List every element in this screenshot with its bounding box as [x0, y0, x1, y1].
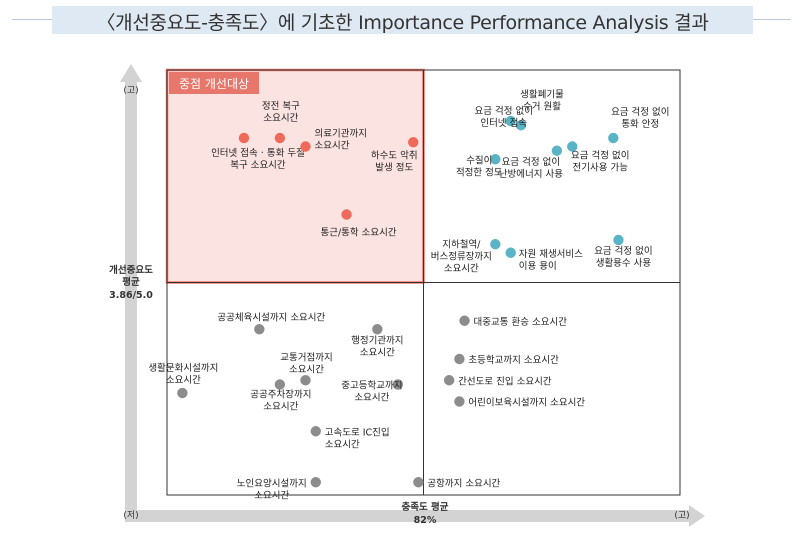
point-label-14: 요금 걱정 없이 생활용수 사용 — [594, 245, 652, 269]
data-point-21 — [310, 426, 321, 437]
data-point-11 — [490, 154, 501, 165]
point-label-4: 하수도 악취 발생 정도 — [371, 149, 418, 173]
point-label-25: 간선도로 진입 소요시간 — [458, 375, 552, 387]
data-point-4 — [408, 137, 419, 148]
point-label-19: 공공주차장까지 소요시간 — [250, 389, 311, 413]
x-axis-arrow-head — [689, 505, 705, 527]
data-point-6 — [515, 120, 527, 131]
point-label-11: 수질이 적정한 정도 — [456, 154, 503, 178]
x-axis-low-label: (저) — [123, 510, 138, 521]
data-point-7 — [505, 115, 516, 127]
y-axis-arrow-head — [120, 64, 142, 82]
point-label-16: 행정기관까지 소요시간 — [351, 334, 403, 358]
y-axis-title-line2: 평균 — [122, 276, 140, 288]
point-label-9: 요금 걱정 없이 난방에너지 사용 — [499, 156, 563, 180]
point-label-23: 대중교통 환승 소요시간 — [474, 316, 568, 328]
point-label-10: 요금 걱정 없이 전기사용 가능 — [571, 150, 629, 174]
data-point-9 — [551, 145, 563, 156]
point-label-6: 생활폐기물 수거 원활 — [520, 88, 564, 112]
x-axis-title: 충족도 평균 — [401, 501, 448, 513]
data-point-8 — [608, 132, 619, 144]
y-axis-mean-value: 3.86/5.0 — [109, 290, 153, 301]
title-rule-right — [753, 19, 791, 20]
data-point-24 — [454, 353, 465, 365]
data-point-2 — [238, 132, 250, 144]
x-axis-mean-value: 82% — [414, 515, 437, 526]
point-label-3: 의료기관까지 소요시간 — [315, 129, 367, 152]
priority-label-tag — [169, 72, 259, 94]
point-label-15: 공공체육시설까지 소요시간 — [217, 312, 325, 323]
point-label-22: 노인요양시설까지 소요시간 — [237, 478, 307, 501]
x-axis-arrow-shaft — [125, 510, 689, 522]
point-label-5: 통근/통학 소요시간 — [320, 228, 396, 239]
data-point-17 — [300, 375, 311, 386]
data-point-25 — [443, 375, 455, 386]
title-banner: 〈개선중요도-충족도〉에 기초한 Importance Performance … — [52, 6, 753, 34]
point-label-17: 교통거점까지 소요시간 — [280, 351, 332, 375]
point-label-1: 정전 복구 소요시간 — [262, 101, 300, 124]
point-label-12: 지하철역/버스정류장까지 소요시간 — [431, 238, 492, 274]
priority-label: 중점 개선대상 — [179, 77, 249, 91]
chart-title: 〈개선중요도-충족도〉에 기초한 Importance Performance … — [96, 12, 709, 34]
point-label-21: 고속도로 IC진입 소요시간 — [325, 426, 390, 450]
data-point-20 — [392, 379, 404, 390]
point-label-8: 요금 걱정 없이 통화 안정 — [611, 106, 669, 130]
data-point-27 — [413, 477, 424, 488]
data-point-5 — [341, 209, 352, 220]
point-label-24: 초등학교까지 소요시간 — [468, 355, 559, 366]
point-label-20: 중고등학교까지 소요시간 — [341, 381, 402, 404]
data-point-16 — [372, 324, 383, 335]
point-label-7: 요금 걱정 없이 인터넷 접속 — [474, 105, 532, 129]
data-point-14 — [613, 234, 624, 246]
data-point-22 — [310, 477, 321, 488]
point-label-27: 공항까지 소요시간 — [427, 478, 500, 489]
point-label-2: 인터넷 접속 · 통화 두절 복구 소요시간 — [211, 147, 305, 171]
data-point-15 — [254, 324, 265, 335]
data-point-23 — [459, 315, 470, 326]
x-axis-high-label: (고) — [674, 511, 689, 521]
y-axis-high-label: (고) — [123, 86, 138, 96]
point-label-26: 어린이보육시설까지 소요시간 — [468, 398, 585, 409]
data-point-1 — [274, 132, 286, 144]
title-rule-left — [12, 19, 52, 20]
data-point-12 — [490, 239, 501, 250]
data-point-3 — [300, 141, 311, 152]
data-point-10 — [567, 141, 578, 152]
y-axis-title-line1: 개선중요도 — [109, 264, 153, 276]
data-point-13 — [505, 247, 516, 258]
data-point-26 — [454, 396, 465, 407]
data-point-18 — [177, 387, 188, 399]
y-axis-arrow-shaft — [125, 82, 137, 510]
point-label-13: 자원 재생서비스 이용 용이 — [519, 249, 583, 272]
data-point-19 — [274, 379, 286, 390]
point-label-18: 생활문화시설까지 소요시간 — [148, 362, 218, 386]
